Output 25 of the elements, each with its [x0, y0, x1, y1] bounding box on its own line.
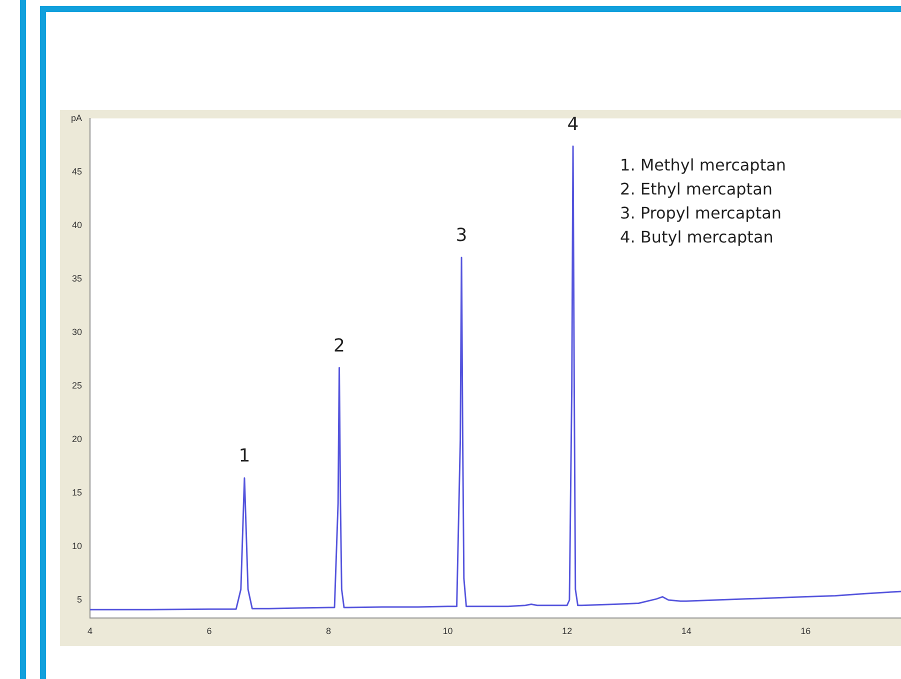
y-tick-label: 5	[76, 594, 82, 604]
y-tick-label: 20	[72, 434, 82, 444]
y-tick-label: 30	[72, 326, 82, 337]
annotation: 3	[456, 225, 468, 246]
y-tick-label: 45	[72, 166, 82, 176]
y-tick-label: 10	[72, 540, 82, 551]
x-tick-label: 16	[800, 626, 811, 636]
y-tick-label: pA	[70, 112, 82, 123]
annotation: 3. Propyl mercaptan	[620, 204, 782, 223]
x-tick-label: 4	[88, 626, 93, 636]
annotation: 1	[238, 446, 250, 467]
x-tick-label: 8	[326, 626, 332, 636]
x-tick-label: 10	[442, 626, 453, 636]
y-tick-label: 25	[72, 380, 82, 390]
annotation: 4	[567, 114, 579, 135]
y-tick-label: 35	[72, 273, 82, 284]
annotation: 4. Butyl mercaptan	[620, 228, 774, 247]
annotation: 2. Ethyl mercaptan	[620, 180, 773, 199]
annotation: 2	[334, 335, 345, 356]
x-tick-label: 12	[562, 626, 572, 636]
y-tick-label: 40	[72, 220, 82, 230]
y-tick-label: 15	[72, 487, 82, 498]
annotation: 1. Methyl mercaptan	[620, 156, 786, 175]
x-tick-label: 6	[206, 626, 212, 636]
x-tick-label: 14	[681, 626, 692, 636]
